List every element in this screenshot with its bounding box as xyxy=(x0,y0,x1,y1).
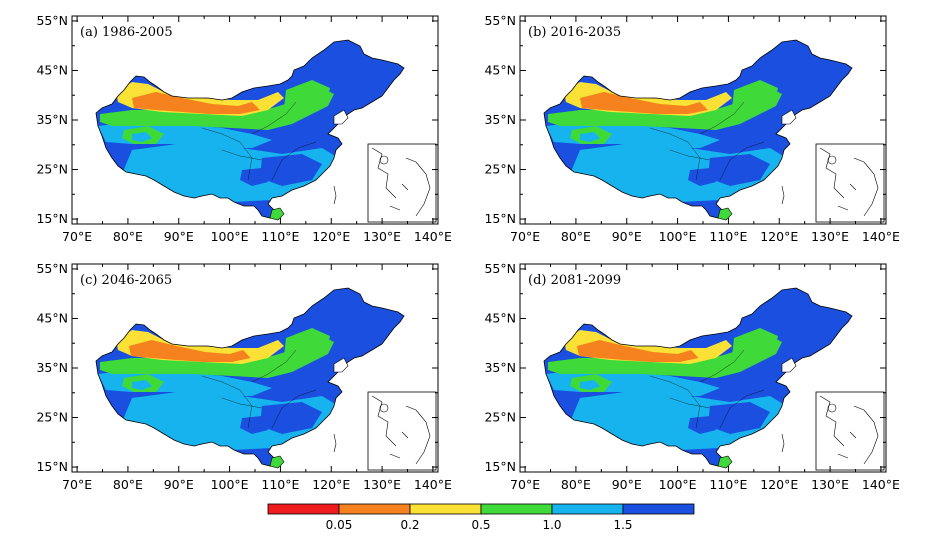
china-map xyxy=(543,287,853,469)
lat-tick-label: 25°N xyxy=(36,410,68,425)
colorbar-label: 0.05 xyxy=(326,518,353,532)
map-panel: 55°N 45°N 35°N 25°N 15°N 70°E 80°E 90°E 100°E 110… xyxy=(36,261,452,492)
colorbar-swatch xyxy=(267,503,340,515)
china-map xyxy=(543,39,853,221)
lon-tick-label: 100°E xyxy=(211,229,249,244)
colorbar-swatch xyxy=(409,503,482,515)
map-panel: 55°N 45°N 35°N 25°N 15°N 70°E 80°E 90°E 100°E 110… xyxy=(484,13,900,244)
lat-tick-label: 35°N xyxy=(36,360,68,375)
lon-tick-label: 100°E xyxy=(659,477,697,492)
lat-tick-label: 55°N xyxy=(36,13,68,28)
colorbar-label: 0.5 xyxy=(471,518,490,532)
lat-tick-label: 55°N xyxy=(36,261,68,276)
lat-tick-label: 45°N xyxy=(36,310,68,325)
lat-tick-label: 15°N xyxy=(36,459,68,474)
lon-tick-label: 120°E xyxy=(760,229,798,244)
lat-tick-label: 55°N xyxy=(484,261,516,276)
map-panel: 55°N 45°N 35°N 25°N 15°N 70°E 80°E 90°E 100°E 110… xyxy=(36,13,452,244)
lon-tick-label: 70°E xyxy=(62,477,92,492)
lon-tick-label: 90°E xyxy=(612,229,642,244)
lon-tick-label: 80°E xyxy=(113,229,143,244)
south-china-sea-inset xyxy=(815,143,885,223)
lon-tick-label: 90°E xyxy=(612,477,642,492)
map-panel: 55°N 45°N 35°N 25°N 15°N 70°E 80°E 90°E 100°E 110… xyxy=(484,261,900,492)
lon-tick-label: 110°E xyxy=(709,477,747,492)
lat-tick-label: 15°N xyxy=(36,211,68,226)
panel-title: (b) 2016-2035 xyxy=(528,25,621,40)
lat-tick-label: 45°N xyxy=(484,310,516,325)
china-map xyxy=(95,39,405,221)
lon-tick-label: 130°E xyxy=(363,477,401,492)
lon-tick-label: 100°E xyxy=(659,229,697,244)
lat-tick-label: 15°N xyxy=(484,459,516,474)
lat-tick-label: 25°N xyxy=(484,410,516,425)
lon-tick-label: 120°E xyxy=(312,229,350,244)
lon-tick-label: 70°E xyxy=(62,229,92,244)
south-china-sea-inset xyxy=(815,391,885,471)
lon-tick-label: 80°E xyxy=(113,477,143,492)
china-map xyxy=(95,287,405,469)
lon-tick-label: 70°E xyxy=(510,229,540,244)
lon-tick-label: 130°E xyxy=(811,229,849,244)
lon-tick-label: 80°E xyxy=(561,229,591,244)
panel-title: (d) 2081-2099 xyxy=(528,273,621,288)
lon-tick-label: 130°E xyxy=(363,229,401,244)
lat-tick-label: 35°N xyxy=(484,360,516,375)
lon-tick-label: 140°E xyxy=(414,229,452,244)
colorbar-swatch xyxy=(480,503,553,515)
lon-tick-label: 70°E xyxy=(510,477,540,492)
lon-tick-label: 130°E xyxy=(811,477,849,492)
colorbar-swatch xyxy=(622,503,695,515)
lon-tick-label: 110°E xyxy=(709,229,747,244)
lon-tick-label: 90°E xyxy=(164,477,194,492)
lon-tick-label: 140°E xyxy=(862,477,900,492)
colorbar-label: 0.2 xyxy=(400,518,419,532)
lat-tick-label: 25°N xyxy=(484,162,516,177)
south-china-sea-inset xyxy=(367,391,437,471)
lat-tick-label: 25°N xyxy=(36,162,68,177)
lon-tick-label: 80°E xyxy=(561,477,591,492)
colorbar-swatch xyxy=(551,503,624,515)
lat-tick-label: 55°N xyxy=(484,13,516,28)
lat-tick-label: 45°N xyxy=(484,62,516,77)
south-china-sea-inset xyxy=(367,143,437,223)
panel-title: (a) 1986-2005 xyxy=(80,25,173,40)
panel-title: (c) 2046-2065 xyxy=(80,273,172,288)
lon-tick-label: 90°E xyxy=(164,229,194,244)
colorbar-swatch xyxy=(338,503,411,515)
lon-tick-label: 120°E xyxy=(760,477,798,492)
lat-tick-label: 45°N xyxy=(36,62,68,77)
lat-tick-label: 35°N xyxy=(484,112,516,127)
lon-tick-label: 110°E xyxy=(261,229,299,244)
lon-tick-label: 100°E xyxy=(211,477,249,492)
lon-tick-label: 140°E xyxy=(414,477,452,492)
colorbar: 0.05 0.2 0.5 1.0 1.5 xyxy=(267,503,695,532)
colorbar-label: 1.5 xyxy=(613,518,632,532)
lon-tick-label: 140°E xyxy=(862,229,900,244)
lon-tick-label: 120°E xyxy=(312,477,350,492)
colorbar-label: 1.0 xyxy=(542,518,561,532)
lon-tick-label: 110°E xyxy=(261,477,299,492)
lat-tick-label: 15°N xyxy=(484,211,516,226)
lat-tick-label: 35°N xyxy=(36,112,68,127)
